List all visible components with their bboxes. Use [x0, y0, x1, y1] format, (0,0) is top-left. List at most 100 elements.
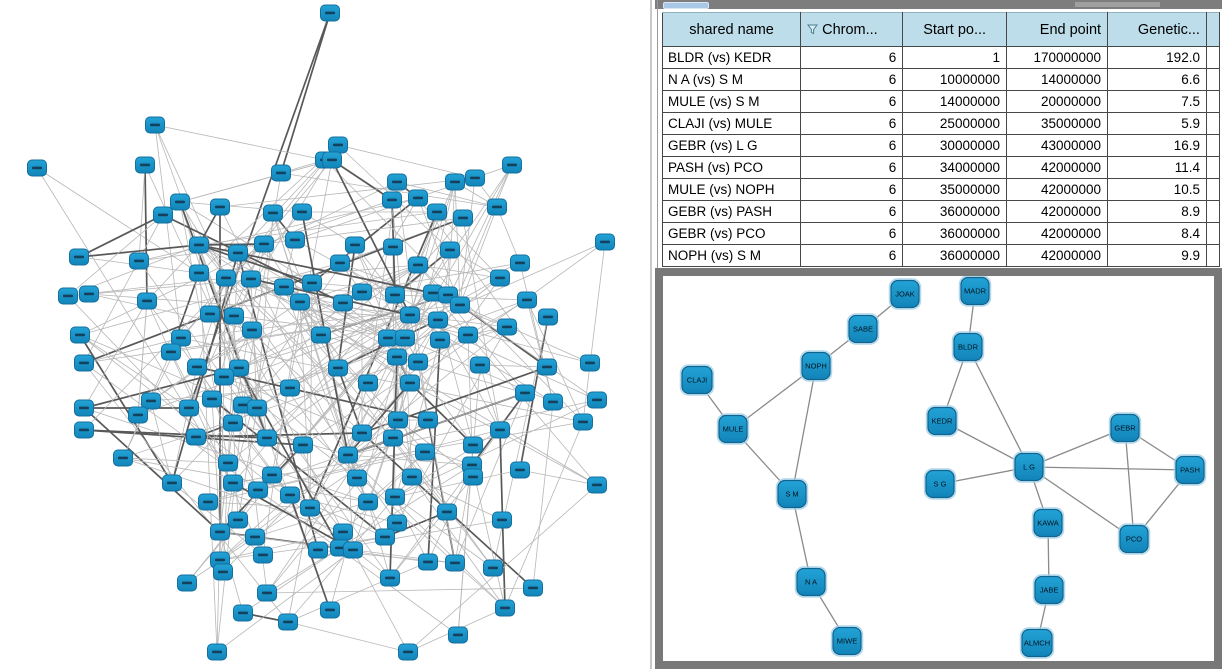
cell-value[interactable]: 6: [800, 112, 904, 135]
network-node[interactable]: [450, 296, 470, 314]
network-node[interactable]: [69, 248, 89, 266]
cell-shared-name[interactable]: N A (vs) S M: [661, 68, 802, 91]
network-node[interactable]: [207, 643, 227, 661]
table-row[interactable]: BLDR (vs) KEDR 6 1 170000000 192.0: [661, 46, 1221, 69]
cell-shared-name[interactable]: GEBR (vs) PCO: [661, 222, 802, 245]
cell-value[interactable]: 36000000: [902, 244, 1007, 267]
network-node[interactable]: [262, 466, 282, 484]
network-node[interactable]: [483, 559, 503, 577]
network-node[interactable]: [537, 358, 557, 376]
network-node[interactable]: [352, 424, 372, 442]
cell-value[interactable]: 6: [800, 244, 904, 267]
sub-network-canvas[interactable]: JOAK MADR SABE BLDR NOPH CLAJI MULE KEDR GEBR L G…: [663, 276, 1214, 661]
node-JOAK[interactable]: JOAK: [888, 278, 922, 310]
network-node[interactable]: [293, 436, 313, 454]
cell-value[interactable]: 42000000: [1005, 178, 1109, 201]
cell-value[interactable]: 20000000: [1005, 90, 1109, 113]
network-node[interactable]: [453, 209, 473, 227]
node-MIWE[interactable]: MIWE: [830, 625, 864, 657]
table-row[interactable]: CLAJI (vs) MULE 6 25000000 35000000 5.9: [661, 112, 1221, 135]
network-node[interactable]: [308, 541, 328, 559]
cell-shared-name[interactable]: NOPH (vs) S M: [661, 244, 802, 267]
network-node[interactable]: [463, 468, 483, 486]
network-node[interactable]: [492, 511, 512, 529]
network-node[interactable]: [280, 486, 300, 504]
cell-value[interactable]: 6: [800, 46, 904, 69]
network-node[interactable]: [223, 474, 243, 492]
network-node[interactable]: [383, 429, 403, 447]
network-node[interactable]: [113, 449, 133, 467]
network-node[interactable]: [395, 329, 415, 347]
edge-LG-PCO[interactable]: [1028, 466, 1135, 540]
network-node[interactable]: [510, 254, 530, 272]
network-node[interactable]: [210, 523, 230, 541]
cell-value[interactable]: 36000000: [902, 200, 1007, 223]
network-node[interactable]: [587, 476, 607, 494]
edge-LG-PASH[interactable]: [1028, 466, 1191, 471]
network-node[interactable]: [402, 468, 422, 486]
cell-value[interactable]: 6: [800, 178, 904, 201]
network-node[interactable]: [398, 643, 418, 661]
network-node[interactable]: [285, 231, 305, 249]
network-node[interactable]: [135, 156, 155, 174]
network-node[interactable]: [224, 307, 244, 325]
network-node[interactable]: [200, 305, 220, 323]
network-node[interactable]: [448, 626, 468, 644]
network-node[interactable]: [375, 528, 395, 546]
network-node[interactable]: [400, 374, 420, 392]
column-header-shared-name[interactable]: shared name: [661, 12, 802, 47]
network-node[interactable]: [595, 233, 615, 251]
network-node[interactable]: [440, 241, 460, 259]
network-node[interactable]: [311, 326, 331, 344]
network-node[interactable]: [228, 511, 248, 529]
network-node[interactable]: [487, 198, 507, 216]
network-node[interactable]: [223, 414, 243, 432]
network-node[interactable]: [278, 613, 298, 631]
table-row[interactable]: GEBR (vs) L G 6 30000000 43000000 16.9: [661, 134, 1221, 157]
network-node[interactable]: [463, 436, 483, 454]
cell-value[interactable]: 8.4: [1107, 222, 1207, 245]
network-node[interactable]: [228, 244, 248, 262]
cell-shared-name[interactable]: MULE (vs) NOPH: [661, 178, 802, 201]
network-node[interactable]: [510, 461, 530, 479]
network-node[interactable]: [189, 236, 209, 254]
network-node[interactable]: [274, 278, 294, 296]
network-node[interactable]: [292, 203, 312, 221]
network-node[interactable]: [162, 474, 182, 492]
network-node[interactable]: [189, 264, 209, 282]
top-scrollbar-thumb[interactable]: [663, 2, 709, 9]
network-node[interactable]: [216, 269, 236, 287]
network-node[interactable]: [145, 116, 165, 134]
cell-value[interactable]: 42000000: [1005, 156, 1109, 179]
network-node[interactable]: [465, 169, 485, 187]
network-node[interactable]: [202, 390, 222, 408]
network-node[interactable]: [333, 294, 353, 312]
network-node[interactable]: [186, 428, 206, 446]
network-node[interactable]: [338, 446, 358, 464]
cell-shared-name[interactable]: CLAJI (vs) MULE: [661, 112, 802, 135]
cell-value[interactable]: 14000000: [1005, 68, 1109, 91]
column-header-genetic-[interactable]: Genetic...: [1107, 12, 1207, 47]
edge-GEBR-PCO[interactable]: [1124, 427, 1135, 540]
cell-value[interactable]: 6: [800, 68, 904, 91]
cell-value[interactable]: 6: [800, 222, 904, 245]
network-node[interactable]: [330, 254, 350, 272]
cell-value[interactable]: 43000000: [1005, 134, 1109, 157]
network-node[interactable]: [320, 601, 340, 619]
cell-value[interactable]: 14000000: [902, 90, 1007, 113]
edge-NOPH-SM[interactable]: [791, 365, 817, 495]
network-node[interactable]: [271, 164, 291, 182]
cell-value[interactable]: 42000000: [1005, 200, 1109, 223]
network-node[interactable]: [210, 198, 230, 216]
cell-value[interactable]: 192.0: [1107, 46, 1207, 69]
network-node[interactable]: [490, 269, 510, 287]
table-row[interactable]: NOPH (vs) S M 6 36000000 42000000 9.9: [661, 244, 1221, 267]
network-node[interactable]: [458, 326, 478, 344]
network-node[interactable]: [198, 493, 218, 511]
network-node[interactable]: [74, 399, 94, 417]
network-node[interactable]: [333, 523, 353, 541]
cell-shared-name[interactable]: GEBR (vs) L G: [661, 134, 802, 157]
cell-shared-name[interactable]: MULE (vs) S M: [661, 90, 802, 113]
network-node[interactable]: [214, 368, 234, 386]
node-SABE[interactable]: SABE: [846, 313, 880, 345]
